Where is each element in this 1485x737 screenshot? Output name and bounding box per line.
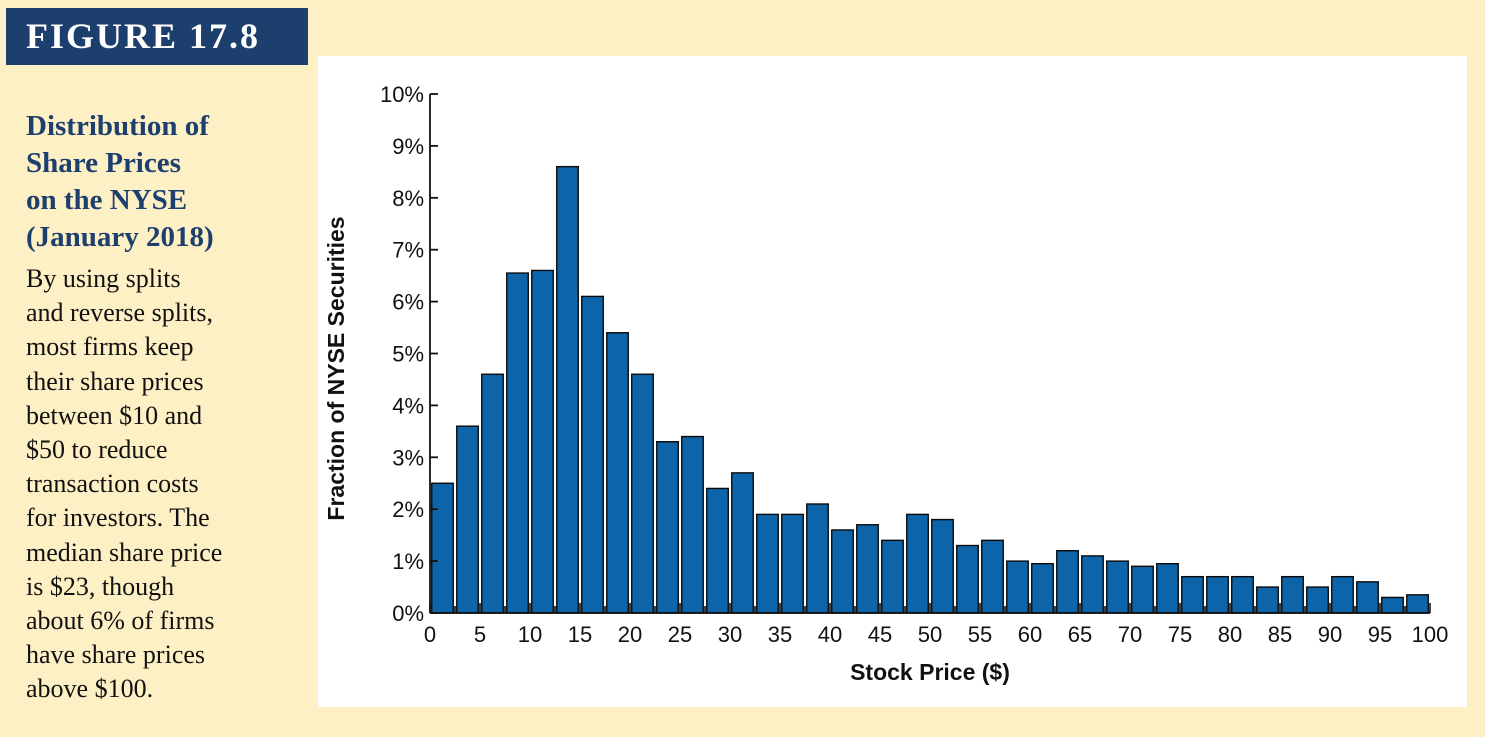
bar-3 xyxy=(506,272,529,614)
y-tick-label: 10% xyxy=(380,82,424,107)
figure-label: FIGURE 17.8 xyxy=(6,8,308,65)
chart-panel: 0% 1% 2% 3% 4% 5% 6% 7% 8% 9% 10% 0 5 10 15 20 25 30 35 40 4… xyxy=(318,56,1467,707)
x-tick-label: 60 xyxy=(1018,622,1042,647)
x-tick-label: 5 xyxy=(474,622,486,647)
bar-16 xyxy=(831,529,854,614)
bar-39 xyxy=(1406,594,1429,614)
x-tick-label: 55 xyxy=(968,622,992,647)
x-tick-label: 65 xyxy=(1068,622,1092,647)
bar-36 xyxy=(1331,575,1354,614)
bar-26 xyxy=(1081,555,1104,614)
x-tick-label: 50 xyxy=(918,622,942,647)
bar-0 xyxy=(431,482,454,614)
bar-37 xyxy=(1356,581,1379,614)
bar-9 xyxy=(656,441,679,614)
y-tick-label: 7% xyxy=(392,238,424,263)
bar-28 xyxy=(1131,565,1154,614)
x-tick-label: 40 xyxy=(818,622,842,647)
bar-34 xyxy=(1281,575,1304,614)
caption-title: Distribution of Share Prices on the NYSE… xyxy=(26,110,214,253)
x-tick-label: 90 xyxy=(1318,622,1342,647)
y-tick-label: 5% xyxy=(392,342,424,367)
figure-caption: Distribution of Share Prices on the NYSE… xyxy=(26,108,311,707)
x-tick-label: 70 xyxy=(1118,622,1142,647)
x-tick-label: 45 xyxy=(868,622,892,647)
bar-4 xyxy=(531,269,554,614)
bar-33 xyxy=(1256,586,1279,614)
bar-20 xyxy=(931,518,954,614)
bars-layer xyxy=(431,165,1429,614)
bar-19 xyxy=(906,513,929,614)
y-tick-label: 0% xyxy=(392,601,424,626)
y-tick-label: 1% xyxy=(392,549,424,574)
x-tick-label: 100 xyxy=(1412,622,1449,647)
bar-22 xyxy=(981,539,1004,614)
bar-25 xyxy=(1056,550,1079,614)
histogram-chart: 0% 1% 2% 3% 4% 5% 6% 7% 8% 9% 10% 0 5 10 15 20 25 30 35 40 4… xyxy=(323,82,1448,685)
bar-30 xyxy=(1181,575,1204,614)
bar-11 xyxy=(706,487,729,614)
bar-8 xyxy=(631,373,654,614)
bar-23 xyxy=(1006,560,1029,614)
x-tick-label: 30 xyxy=(718,622,742,647)
y-tick-label: 4% xyxy=(392,393,424,418)
axes-layer xyxy=(429,93,1431,614)
bar-10 xyxy=(681,435,704,614)
x-tick-label: 85 xyxy=(1268,622,1292,647)
bar-12 xyxy=(731,472,754,614)
bar-14 xyxy=(781,513,804,614)
y-tick-label: 8% xyxy=(392,186,424,211)
bar-13 xyxy=(756,513,779,614)
y-axis-title: Fraction of NYSE Securities xyxy=(323,216,349,520)
y-tick-label: 6% xyxy=(392,290,424,315)
y-tick-label: 2% xyxy=(392,497,424,522)
bar-27 xyxy=(1106,560,1129,614)
tick-labels-layer: 0% 1% 2% 3% 4% 5% 6% 7% 8% 9% 10% 0 5 10 15 20 25 30 35 40 4… xyxy=(380,82,1448,647)
bar-1 xyxy=(456,425,479,614)
bar-18 xyxy=(881,539,904,614)
x-tick-label: 95 xyxy=(1368,622,1392,647)
bar-35 xyxy=(1306,586,1329,614)
caption-text: By using splits and reverse splits, most… xyxy=(26,264,223,704)
bar-5 xyxy=(556,165,579,614)
bar-24 xyxy=(1031,562,1054,614)
bar-6 xyxy=(581,295,604,614)
bar-17 xyxy=(856,524,879,614)
x-tick-label: 25 xyxy=(668,622,692,647)
x-tick-label: 20 xyxy=(618,622,642,647)
bar-15 xyxy=(806,503,829,614)
x-tick-label: 15 xyxy=(568,622,592,647)
x-tick-label: 0 xyxy=(424,622,436,647)
x-tick-label: 10 xyxy=(518,622,542,647)
bar-32 xyxy=(1231,575,1254,614)
x-tick-label: 35 xyxy=(768,622,792,647)
y-tick-label: 9% xyxy=(392,134,424,159)
bar-2 xyxy=(481,373,504,614)
bar-29 xyxy=(1156,562,1179,614)
bar-7 xyxy=(606,332,629,614)
bar-38 xyxy=(1381,596,1404,614)
x-tick-label: 75 xyxy=(1168,622,1192,647)
x-tick-label: 80 xyxy=(1218,622,1242,647)
bar-21 xyxy=(956,544,979,614)
y-tick-label: 3% xyxy=(392,445,424,470)
x-axis-title: Stock Price ($) xyxy=(850,659,1010,685)
bar-31 xyxy=(1206,575,1229,614)
